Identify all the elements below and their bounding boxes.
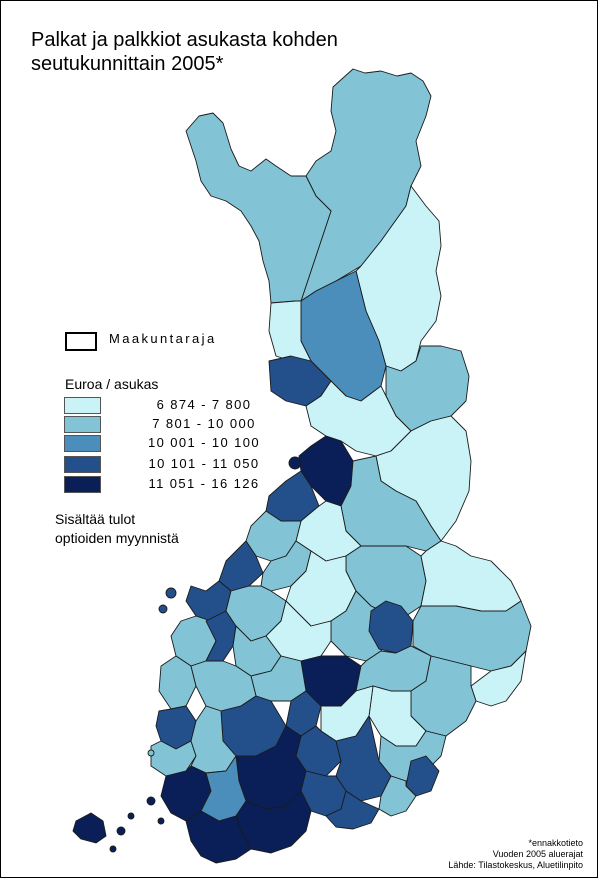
island-aland-1 <box>116 826 126 836</box>
footer-line-3: Lähde: Tilastokeskus, Aluetilinpito <box>448 860 583 870</box>
legend-unit-label: Euroa / asukas <box>65 376 159 392</box>
legend-range-3: 10 001 - 10 100 <box>147 435 261 450</box>
island-turku-2 <box>157 817 165 825</box>
region-pielinen <box>420 540 522 612</box>
options-note: Sisältää tulot optioiden myynnistä <box>55 510 179 548</box>
island-vaasa-2 <box>158 604 168 614</box>
region-lappeenranta <box>378 775 417 817</box>
footer-line-2: Vuoden 2005 aluerajat <box>492 849 583 859</box>
region-kristinestad <box>158 655 197 710</box>
island-turku-1 <box>146 796 156 806</box>
footer-line-1: *ennakkotieto <box>528 838 583 848</box>
region-aland <box>72 812 107 844</box>
note-line-1: Sisältää tulot <box>55 511 136 527</box>
island-coast-1 <box>147 749 155 757</box>
title-line-2: seutukunnittain 2005* <box>31 53 224 75</box>
map-title: Palkat ja palkkiot asukasta kohden seutu… <box>31 28 338 76</box>
legend-range-4: 10 101 - 11 050 <box>148 456 260 471</box>
legend-range-1: 6 874 - 7 800 <box>156 397 252 412</box>
legend-swatch-2 <box>64 416 101 433</box>
legend-border-swatch <box>65 332 97 351</box>
region-raasepori <box>185 810 252 864</box>
legend-border-label: Maakuntaraja <box>109 331 217 346</box>
legend-swatch-5 <box>64 476 101 493</box>
legend-swatch-4 <box>64 456 101 473</box>
title-line-1: Palkat ja palkkiot asukasta kohden <box>31 29 338 51</box>
island-aland-3 <box>109 845 117 853</box>
legend-range-5: 11 051 - 16 126 <box>148 476 260 491</box>
legend-swatch-1 <box>64 397 101 414</box>
source-footer: *ennakkotieto Vuoden 2005 aluerajat Lähd… <box>448 838 583 871</box>
region-lapland-west <box>185 112 332 304</box>
legend-swatch-3 <box>64 435 101 452</box>
island-aland-2 <box>127 812 135 820</box>
legend-range-2: 7 801 - 10 000 <box>152 416 256 431</box>
island-hailuoto <box>288 456 302 470</box>
region-kotka <box>325 790 380 830</box>
note-line-2: optioiden myynnistä <box>55 530 179 546</box>
island-vaasa-1 <box>165 587 177 599</box>
region-savonlinna <box>410 655 477 737</box>
